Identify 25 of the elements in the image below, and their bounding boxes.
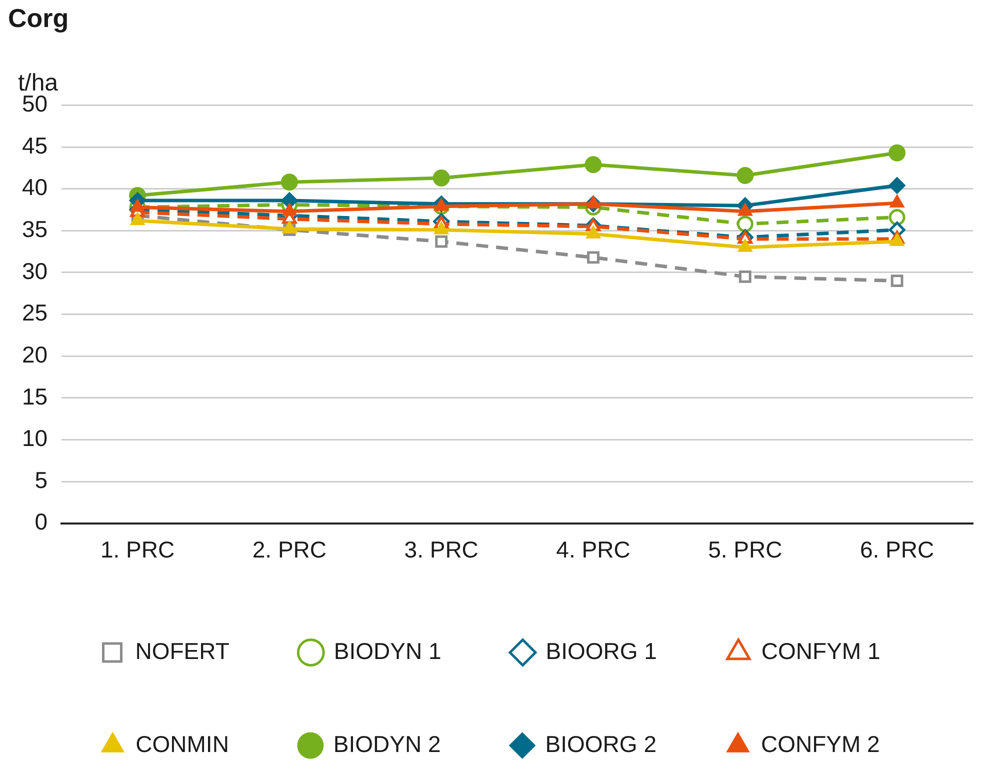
x-tick-label: 2. PRC: [252, 536, 327, 563]
x-tick-label: 4. PRC: [556, 536, 630, 563]
x-tick-label: 5. PRC: [708, 536, 782, 563]
x-tick-label: 1. PRC: [100, 536, 175, 563]
y-tick-label: 30: [22, 258, 48, 284]
y-tick-label: 10: [22, 425, 48, 452]
y-tick-label: 5: [34, 466, 48, 493]
y-tick-label: 20: [22, 341, 48, 368]
legend-label: CONMIN: [136, 730, 229, 757]
legend-label: CONFYM 1: [761, 638, 880, 664]
chart-title: Corg: [8, 2, 69, 33]
legend-label: CONFYM 2: [760, 730, 880, 757]
y-tick-label: 35: [22, 216, 48, 242]
x-tick-label: 6. PRC: [860, 536, 934, 563]
legend-label: BIOORG 1: [546, 638, 657, 664]
legend-label: BIOORG 2: [545, 730, 656, 757]
x-tick-label: 3. PRC: [404, 536, 478, 563]
y-tick-label: 25: [22, 300, 48, 326]
legend-label: BIODYN 1: [334, 638, 442, 664]
y-tick-label: 40: [22, 174, 48, 200]
legend-label: NOFERT: [135, 638, 230, 664]
y-tick-label: 0: [34, 508, 48, 535]
legend-label: BIODYN 2: [333, 730, 441, 757]
y-tick-label: 15: [22, 383, 48, 410]
y-tick-label: 45: [22, 132, 48, 158]
